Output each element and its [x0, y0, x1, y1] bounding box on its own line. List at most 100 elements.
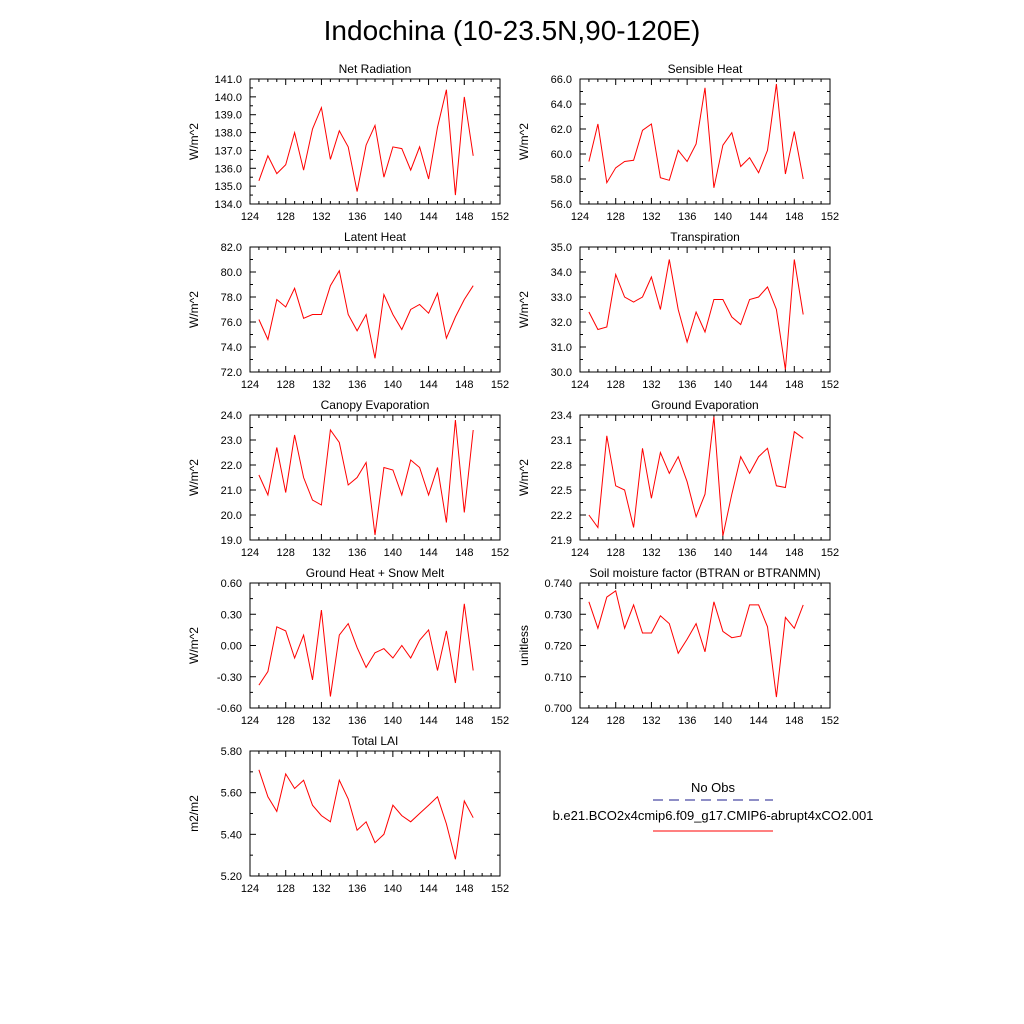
y-axis-label: W/m^2 — [517, 123, 531, 160]
x-tick-label: 128 — [607, 379, 625, 391]
x-tick-label: 132 — [312, 379, 330, 391]
y-axis-label: W/m^2 — [187, 123, 201, 160]
chart-ground-evaporation: Ground Evaporation W/m^2 124 128 132 136 140 14… — [517, 398, 839, 559]
x-tick-label: 152 — [491, 379, 509, 391]
x-tick-label: 152 — [821, 211, 839, 223]
panel-title: Canopy Evaporation — [321, 398, 430, 412]
y-tick-label: 5.20 — [221, 871, 242, 883]
y-tick-label: 5.80 — [221, 746, 242, 758]
y-axis-label: W/m^2 — [517, 459, 531, 496]
chart-canopy-evaporation: Canopy Evaporation W/m^2 124 128 132 136 140 14… — [187, 398, 509, 559]
x-tick-label: 136 — [678, 211, 696, 223]
y-tick-label: 35.0 — [551, 242, 572, 254]
x-tick-label: 136 — [678, 715, 696, 727]
x-tick-label: 124 — [241, 211, 259, 223]
y-tick-label: 80.0 — [221, 267, 242, 279]
y-tick-label: 76.0 — [221, 317, 242, 329]
series-line — [258, 769, 474, 860]
y-tick-label: 136.0 — [214, 163, 242, 175]
x-tick-label: 148 — [455, 211, 473, 223]
x-tick-label: 128 — [277, 211, 295, 223]
x-tick-label: 148 — [455, 379, 473, 391]
x-tick-label: 140 — [384, 547, 402, 559]
x-tick-label: 124 — [241, 379, 259, 391]
x-tick-label: 144 — [749, 379, 767, 391]
chart-latent-heat: Latent Heat W/m^2 124 128 132 136 140 144 148 152… — [187, 230, 509, 391]
x-tick-label: 152 — [491, 715, 509, 727]
x-tick-label: 128 — [607, 211, 625, 223]
y-tick-label: 23.0 — [221, 435, 242, 447]
panel-title: Sensible Heat — [668, 62, 743, 76]
legend-obs-label: No Obs — [691, 780, 736, 795]
series-line — [258, 603, 474, 697]
legend: No Obs b.e21.BCO2x4cmip6.f09_g17.CMIP6-a… — [553, 780, 873, 832]
x-tick-label: 152 — [491, 547, 509, 559]
y-tick-label: 34.0 — [551, 267, 572, 279]
x-tick-label: 128 — [607, 715, 625, 727]
x-tick-label: 128 — [277, 883, 295, 895]
panel-title: Total LAI — [352, 734, 399, 748]
x-tick-label: 140 — [714, 211, 732, 223]
y-tick-label: 0.720 — [544, 641, 572, 653]
figure-title: Indochina (10-23.5N,90-120E) — [324, 15, 701, 46]
x-tick-label: 132 — [312, 883, 330, 895]
y-tick-label: 5.60 — [221, 788, 242, 800]
y-tick-label: 32.0 — [551, 317, 572, 329]
x-tick-label: 128 — [277, 379, 295, 391]
y-tick-label: 139.0 — [214, 110, 242, 122]
series-line — [588, 589, 804, 698]
y-tick-label: 0.700 — [544, 703, 572, 715]
x-tick-label: 140 — [714, 547, 732, 559]
x-tick-label: 144 — [419, 547, 437, 559]
y-tick-label: 138.0 — [214, 128, 242, 140]
x-tick-label: 132 — [642, 379, 660, 391]
x-tick-label: 136 — [348, 379, 366, 391]
y-tick-label: 21.0 — [221, 485, 242, 497]
y-tick-label: 24.0 — [221, 410, 242, 422]
y-tick-label: 72.0 — [221, 367, 242, 379]
x-tick-label: 144 — [749, 547, 767, 559]
x-tick-label: 152 — [491, 883, 509, 895]
y-tick-label: 82.0 — [221, 242, 242, 254]
x-tick-label: 136 — [348, 715, 366, 727]
y-tick-label: 135.0 — [214, 181, 242, 193]
chart-ground-heat-snow-melt: Ground Heat + Snow Melt W/m^2 124 128 132 136… — [187, 566, 509, 727]
y-tick-label: 22.0 — [221, 460, 242, 472]
series-line — [258, 419, 474, 536]
panel-title: Transpiration — [670, 230, 740, 244]
x-tick-label: 148 — [455, 715, 473, 727]
y-tick-label: 31.0 — [551, 342, 572, 354]
plot-frame — [579, 246, 831, 373]
x-tick-label: 132 — [642, 547, 660, 559]
x-tick-label: 148 — [785, 211, 803, 223]
x-tick-label: 144 — [749, 211, 767, 223]
panel-title: Net Radiation — [339, 62, 412, 76]
y-tick-label: 23.1 — [551, 435, 572, 447]
x-tick-label: 152 — [821, 547, 839, 559]
x-tick-label: 124 — [241, 547, 259, 559]
y-tick-label: 62.0 — [551, 124, 572, 136]
y-tick-label: 78.0 — [221, 292, 242, 304]
x-tick-label: 124 — [241, 715, 259, 727]
x-tick-label: 140 — [714, 379, 732, 391]
chart-soil-moisture-factor-btran-or-btranmn: Soil moisture factor (BTRAN or BTRANMN) u… — [517, 566, 839, 727]
x-tick-label: 152 — [491, 211, 509, 223]
x-tick-label: 136 — [348, 883, 366, 895]
x-tick-label: 144 — [419, 379, 437, 391]
y-tick-label: 66.0 — [551, 74, 572, 86]
y-tick-label: -0.30 — [217, 672, 242, 684]
plot-frame — [579, 414, 831, 541]
y-tick-label: 0.710 — [544, 672, 572, 684]
x-tick-label: 128 — [277, 547, 295, 559]
x-tick-label: 124 — [571, 379, 589, 391]
y-tick-label: 22.2 — [551, 510, 572, 522]
x-tick-label: 124 — [571, 211, 589, 223]
x-tick-label: 132 — [312, 547, 330, 559]
y-tick-label: 0.60 — [221, 578, 242, 590]
x-tick-label: 148 — [785, 379, 803, 391]
y-axis-label: m2/m2 — [187, 795, 201, 832]
x-tick-label: 128 — [277, 715, 295, 727]
x-tick-label: 124 — [241, 883, 259, 895]
y-tick-label: -0.60 — [217, 703, 242, 715]
